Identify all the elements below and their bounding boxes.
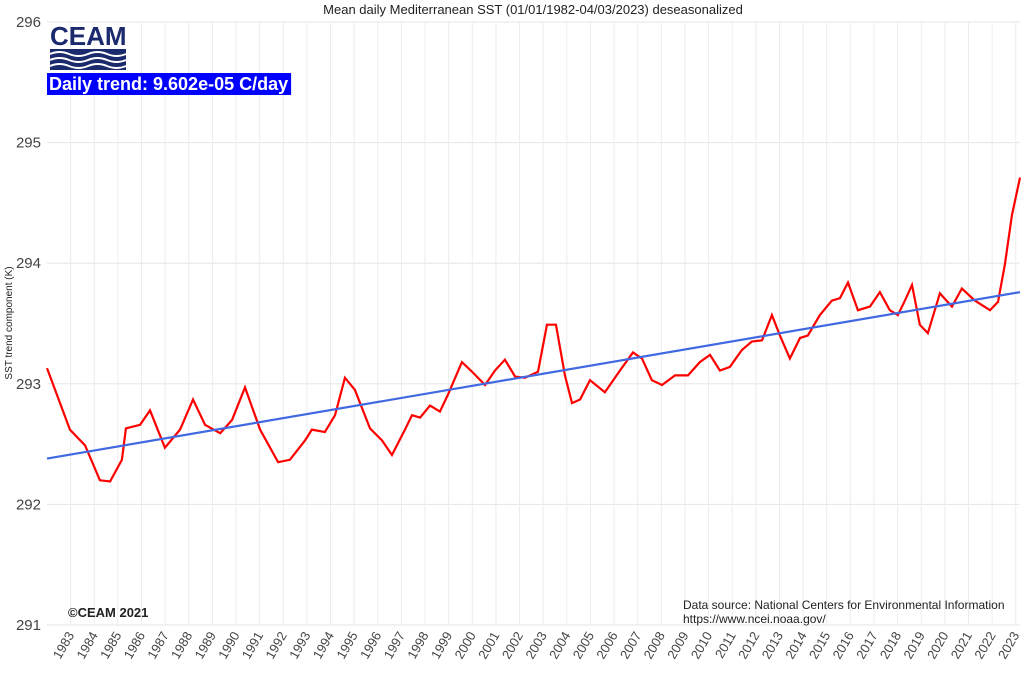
x-tick-label: 1990: [215, 629, 242, 662]
x-tick-label: 1986: [121, 629, 148, 662]
x-tick-label: 1991: [239, 629, 266, 662]
y-tick-label: 291: [16, 617, 41, 634]
x-tick-label: 2017: [853, 629, 880, 662]
x-tick-label: 2023: [995, 629, 1022, 662]
plot-area: [47, 22, 1020, 625]
annotation: Data source: National Centers for Enviro…: [683, 598, 1005, 612]
x-tick-label: 1988: [168, 629, 195, 662]
x-tick-label: 2010: [688, 629, 715, 662]
x-tick-label: 2002: [499, 629, 526, 662]
x-tick-label: 1997: [381, 629, 408, 662]
x-tick-label: 2013: [759, 629, 786, 662]
x-tick-label: 2003: [522, 629, 549, 662]
x-tick-label: 2014: [782, 629, 809, 662]
x-tick-label: 1984: [73, 629, 100, 662]
x-tick-label: 2012: [735, 629, 762, 662]
chart-title: Mean daily Mediterranean SST (01/01/1982…: [323, 2, 743, 17]
x-tick-label: 1999: [428, 629, 455, 662]
x-tick-label: 2009: [664, 629, 691, 662]
x-tick-label: 1995: [333, 629, 360, 662]
x-tick-label: 2006: [593, 629, 620, 662]
annotation: Daily trend: 9.602e-05 C/day: [49, 74, 288, 94]
logo-wave: [49, 57, 127, 63]
x-tick-label: 2021: [948, 629, 975, 662]
logo-wave: [49, 51, 127, 57]
x-tick-label: 2001: [475, 629, 502, 662]
x-tick-label: 1989: [192, 629, 219, 662]
annotation-box: [47, 73, 292, 95]
x-tick-label: 1994: [310, 629, 337, 662]
annotation: ©CEAM 2021: [68, 605, 148, 620]
x-tick-label: 2016: [829, 629, 856, 662]
annotation: https://www.ncei.noaa.gov/: [683, 612, 826, 626]
y-tick-label: 292: [16, 496, 41, 513]
x-tick-label: 2019: [900, 629, 927, 662]
x-tick-label: 1993: [286, 629, 313, 662]
x-tick-label: 2018: [877, 629, 904, 662]
logo: CEAM: [50, 21, 127, 51]
x-tick-label: 2020: [924, 629, 951, 662]
y-tick-label: 296: [16, 14, 41, 31]
y-axis-label: SST trend component (K): [4, 266, 15, 379]
y-tick-label: 293: [16, 376, 41, 393]
y-tick-label: 295: [16, 135, 41, 152]
line-series: [45, 177, 1022, 483]
x-tick-label: 2007: [617, 629, 644, 662]
x-tick-label: 1983: [50, 629, 77, 662]
x-tick-label: 1998: [404, 629, 431, 662]
x-tick-label: 1996: [357, 629, 384, 662]
x-tick-label: 1992: [262, 629, 289, 662]
x-tick-label: 2005: [570, 629, 597, 662]
logo-wave: [49, 63, 127, 69]
x-tick-label: 2008: [640, 629, 667, 662]
x-tick-label: 2000: [451, 629, 478, 662]
x-tick-label: 2015: [806, 629, 833, 662]
x-tick-label: 2022: [971, 629, 998, 662]
x-tick-label: 1987: [144, 629, 171, 662]
y-tick-label: 294: [16, 255, 41, 272]
x-tick-label: 2004: [546, 629, 573, 662]
line-series: [46, 291, 1021, 460]
x-tick-label: 2011: [712, 629, 739, 661]
x-tick-label: 1985: [97, 629, 124, 662]
